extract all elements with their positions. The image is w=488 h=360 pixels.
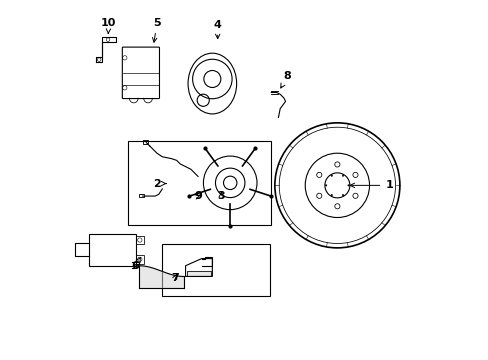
Text: 7: 7	[171, 273, 178, 283]
Circle shape	[325, 185, 326, 186]
Bar	[142, 140, 148, 144]
Bar	[139, 194, 144, 197]
Text: 4: 4	[213, 19, 221, 39]
Text: 3: 3	[217, 191, 224, 201]
Circle shape	[342, 194, 343, 196]
Bar	[135, 255, 144, 264]
Circle shape	[324, 173, 349, 198]
Text: 10: 10	[101, 18, 116, 33]
Text: 8: 8	[280, 71, 291, 88]
Circle shape	[347, 185, 349, 186]
Bar	[162, 244, 269, 296]
Text: 2: 2	[153, 179, 166, 189]
Circle shape	[330, 194, 332, 196]
Text: 6: 6	[131, 258, 140, 271]
Bar	[135, 236, 144, 244]
Circle shape	[342, 175, 343, 176]
Bar	[128, 141, 271, 225]
Text: 1: 1	[349, 180, 392, 190]
Bar	[89, 234, 135, 266]
Polygon shape	[187, 271, 210, 276]
Text: 9: 9	[194, 191, 202, 201]
Text: 5: 5	[152, 18, 161, 42]
Circle shape	[330, 175, 332, 176]
